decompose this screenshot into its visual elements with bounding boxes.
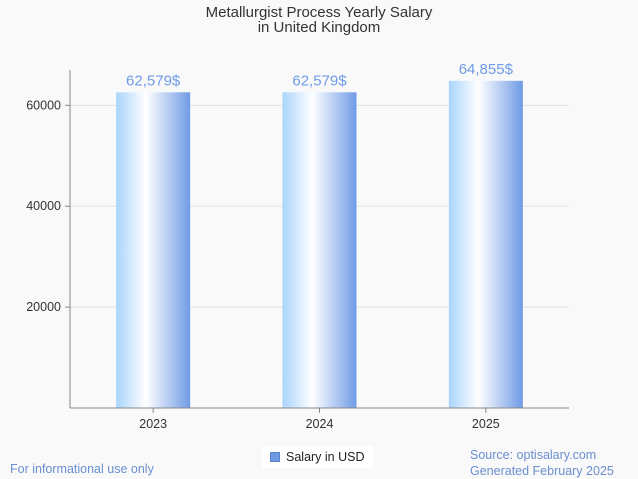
x-tick-label: 2024: [306, 417, 334, 431]
bar-2024: [282, 92, 357, 409]
source-info: Source: optisalary.com Generated Februar…: [470, 447, 614, 479]
chart-legend: Salary in USD: [262, 446, 373, 468]
generated-text: Generated February 2025: [470, 464, 614, 478]
bar-2025: [448, 80, 523, 408]
data-label: 62,579$: [126, 72, 181, 89]
data-label: 64,855$: [459, 61, 514, 78]
x-tick-label: 2025: [472, 417, 500, 431]
legend-label: Salary in USD: [286, 450, 365, 464]
y-tick-label: 20000: [26, 300, 61, 314]
x-tick-label: 2023: [139, 417, 167, 431]
disclaimer-text: For informational use only: [10, 462, 154, 476]
y-tick-label: 60000: [26, 98, 61, 112]
legend-swatch: [270, 452, 280, 462]
chart-title-line1: Metallurgist Process Yearly Salary: [205, 4, 433, 21]
y-tick-label: 40000: [26, 199, 61, 213]
source-text: Source: optisalary.com: [470, 448, 597, 462]
bar-2023: [116, 92, 191, 409]
data-label: 62,579$: [292, 72, 347, 89]
chart-title-line2: in United Kingdom: [257, 19, 381, 36]
